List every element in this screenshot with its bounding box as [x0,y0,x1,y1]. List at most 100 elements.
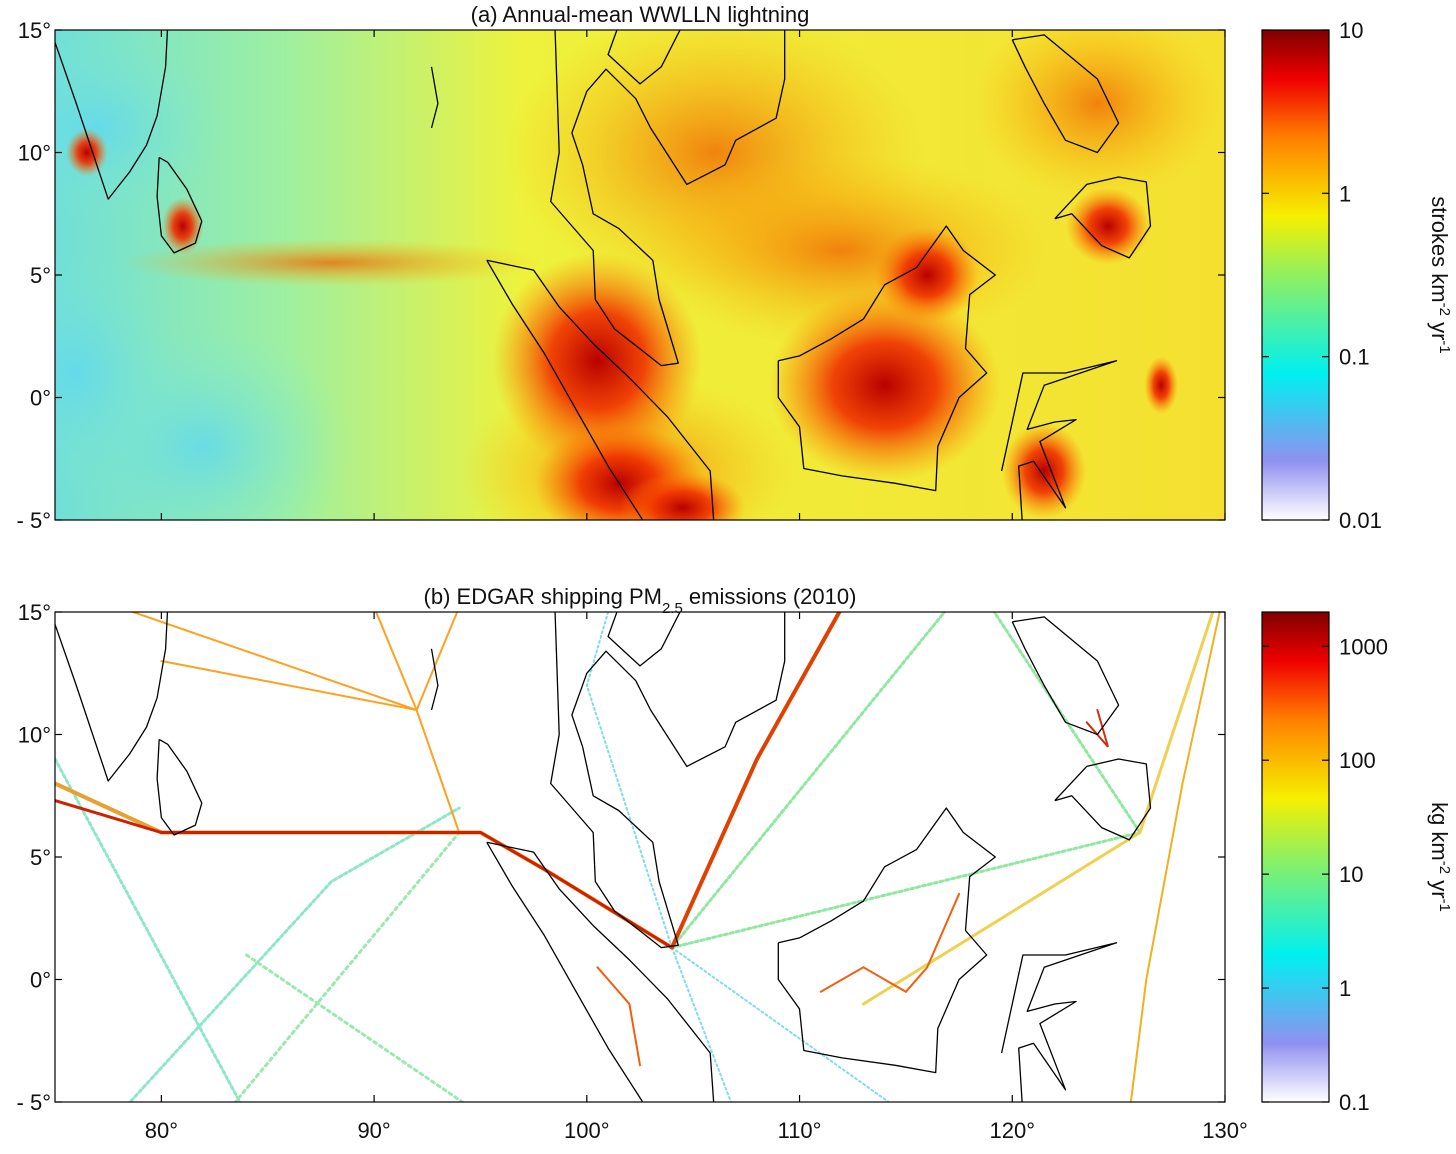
low-region [55,253,182,493]
high-region [65,128,108,177]
high-region [1066,187,1150,265]
label-part: yr [1427,316,1452,340]
colorbar-tick-label: 10 [1339,862,1363,887]
lat-tick-label: 5° [30,845,51,870]
colorbar-tick-label: 1000 [1339,634,1388,659]
shipping-lane [415,612,459,711]
coastline [777,225,996,492]
lat-tick-label: 5° [30,263,51,288]
shipping-lane [819,892,961,994]
shipping-lane [375,612,418,711]
coastline [777,807,996,1074]
panel-title: (b) EDGAR shipping PM2.5 emissions (2010… [424,584,857,617]
lon-tick-label: 110° [778,1118,822,1143]
shipping-lane [1129,612,1221,1102]
colorbar [1261,29,1330,521]
moderate-region [121,238,542,287]
high-region [161,197,204,255]
lat-tick-label: 0° [30,386,51,411]
coastline [607,30,681,85]
colorbar-tick-label: 0.1 [1339,1090,1370,1115]
label-part: kg km [1427,802,1452,861]
coastline [1054,176,1152,259]
label-part: -1 [1437,340,1454,353]
high-region [1144,356,1178,415]
lon-tick-label: 130° [1202,1118,1248,1143]
label-part: yr [1427,874,1452,898]
shipping-lane [992,612,1142,834]
colorbar-label: kg km-2 yr-1 [1427,802,1454,912]
shipping-lane [585,612,673,949]
shipping-lane [670,946,891,1102]
colorbar-tick-label: 10 [1339,18,1363,43]
panel-title: (a) Annual-mean WWLLN lightning [471,2,810,27]
panel-b: (b) EDGAR shipping PM2.5 emissions (2010… [17,584,1454,1143]
coastline [550,30,786,367]
lon-tick-label: 120° [990,1118,1036,1143]
coastline [55,30,169,200]
label-part: -1 [1437,899,1454,912]
shipping-lane [596,966,641,1067]
shipping-lane [670,612,947,950]
lon-tick-label: 100° [564,1118,610,1143]
shipping-lane [245,953,466,1102]
shipping-lane [670,946,733,1102]
shipping-lane [55,799,674,950]
lat-tick-label: 15° [18,18,51,43]
coastline [1000,942,1118,1102]
colorbar-tick-label: 0.01 [1339,508,1382,533]
colorbar-tick-label: 0.1 [1339,345,1370,370]
shipping-lane [669,612,842,950]
coastline [1054,758,1152,841]
shipping-lane [670,831,1142,950]
coastline [486,841,715,1102]
coastline [1000,360,1118,520]
title-part: (b) EDGAR shipping PM [424,584,662,609]
high-region [1002,423,1087,519]
lat-tick-label: - 5° [17,508,51,533]
coastline [486,259,715,520]
map-area [55,612,1225,1102]
lat-tick-label: 0° [30,968,51,993]
lat-tick-label: 10° [18,723,51,748]
coastline [550,612,786,949]
title-part: 2.5 [662,600,683,617]
coastline [1011,616,1120,736]
map-area [55,30,1225,520]
coastline [55,612,169,782]
high-region [619,471,746,520]
coastline [156,156,203,254]
shipping-lane [55,757,242,1102]
colorbar-tick-label: 1 [1339,976,1351,1001]
high-region [492,252,703,469]
label-part: strokes km [1427,196,1452,302]
title-part: emissions (2010) [683,584,857,609]
high-region [769,289,1001,482]
shipping-lane [233,831,461,1102]
lon-tick-label: 90° [357,1118,390,1143]
label-part: -2 [1437,303,1454,316]
colorbar-tick-label: 1 [1339,181,1351,206]
shipping-lane [861,612,1215,1006]
coastline [1011,34,1120,154]
colorbar-label: strokes km-2 yr-1 [1427,196,1454,354]
title-part: (a) Annual-mean WWLLN lightning [471,2,810,27]
coastline [156,738,203,836]
lat-tick-label: - 5° [17,1090,51,1115]
colorbar-tick-label: 100 [1339,748,1376,773]
coastline [607,612,681,667]
shipping-lane [160,660,418,711]
coastline [430,66,439,129]
shipping-lane [1085,709,1109,748]
coastline [430,648,439,711]
lon-tick-label: 80° [145,1118,178,1143]
emission-field [55,612,1225,1102]
colorbar [1261,611,1330,1103]
moderate-region [971,30,1224,200]
label-part: -2 [1437,861,1454,874]
high-region [874,227,980,323]
panel-a: (a) Annual-mean WWLLN lightning 15° 1 0° 5° 0… [17,2,1454,533]
low-region [55,32,224,224]
lat-tick-label: 15° [18,600,51,625]
